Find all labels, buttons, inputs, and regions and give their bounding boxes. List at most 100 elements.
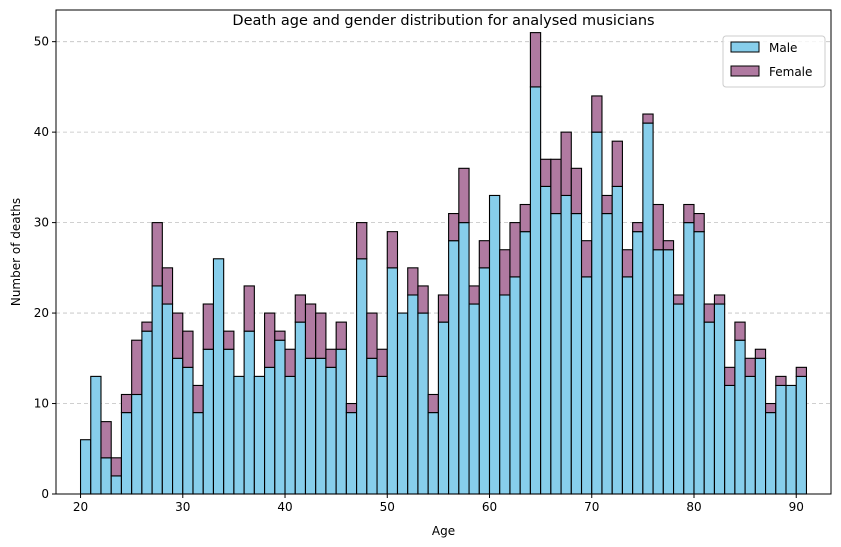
bar-male (754, 357, 767, 495)
bar-female (591, 95, 603, 133)
bar-male (304, 357, 317, 495)
bar-male (131, 393, 143, 495)
bar-male (621, 276, 634, 495)
bar-male (683, 222, 695, 495)
y-tick-label: 30 (34, 216, 49, 230)
bar-female (580, 240, 593, 278)
bar-male (274, 339, 286, 495)
bar-female (509, 222, 521, 278)
bar-male (120, 412, 133, 495)
bar-female (437, 294, 450, 323)
bar-female (734, 321, 746, 341)
bar-male (499, 294, 511, 495)
y-tick-label: 50 (34, 35, 49, 49)
bar-male (151, 285, 163, 495)
bar-male (110, 475, 122, 495)
bar-male (437, 321, 450, 495)
bar-female (540, 158, 552, 187)
bar-male (652, 249, 664, 495)
bar-female (182, 330, 194, 368)
bar-male (570, 213, 583, 495)
bar-female (366, 312, 378, 359)
bar-female (202, 303, 215, 350)
bar-male (478, 267, 491, 495)
bar-female (100, 421, 112, 459)
y-axis-title: Number of deaths (9, 198, 23, 306)
y-tick-label: 10 (34, 397, 49, 411)
bar-female (315, 312, 327, 359)
bar-male (325, 366, 337, 495)
bar-male (468, 303, 480, 495)
bar-male (509, 276, 521, 495)
bar-male (212, 258, 225, 495)
bar-female (621, 249, 634, 278)
bar-female (325, 348, 337, 368)
x-tick-label: 90 (789, 500, 804, 514)
bar-female (713, 294, 726, 305)
bar-female (161, 267, 174, 305)
bar-male (703, 321, 715, 495)
bar-male (182, 366, 194, 495)
legend-swatch-male (730, 41, 760, 53)
bar-female (693, 213, 705, 233)
bar-male (100, 457, 112, 495)
bar-female (141, 321, 153, 332)
bar-male (243, 330, 255, 495)
bar-female (468, 285, 480, 305)
bar-male (427, 412, 439, 495)
bar-female (356, 222, 368, 260)
bar-female (131, 339, 143, 396)
bar-male (591, 131, 603, 495)
bar-male (294, 321, 307, 495)
bar-female (110, 457, 122, 477)
bar-female (672, 294, 685, 305)
bar-female (294, 294, 307, 323)
bar-male (488, 194, 501, 495)
bar-female (529, 32, 542, 88)
bar-female (407, 267, 419, 296)
bar-female (683, 203, 695, 224)
bar-male (611, 185, 623, 495)
x-tick-label: 20 (73, 500, 88, 514)
bar-female (611, 140, 623, 187)
bar-male (672, 303, 685, 495)
bar-female (427, 393, 439, 414)
bar-male (785, 384, 797, 495)
bar-female (724, 366, 736, 386)
bar-male (202, 348, 215, 495)
bar-male (79, 439, 92, 495)
bar-male (90, 375, 102, 495)
bar-male (458, 222, 470, 495)
x-axis: 20 30 40 50 60 70 80 90 (73, 494, 804, 514)
bar-female (274, 330, 286, 341)
legend-label-female: Female (769, 65, 812, 79)
bar-female (754, 348, 767, 359)
bar-male (407, 294, 419, 495)
bar-male (795, 375, 808, 495)
bar-female (775, 375, 787, 386)
x-axis-title: Age (432, 524, 455, 538)
bar-female (570, 167, 583, 215)
bar-male (560, 194, 572, 495)
bar-female (192, 384, 204, 414)
legend-swatch-female (730, 65, 760, 77)
chart-title: Death age and gender distribution for an… (232, 13, 654, 29)
bar-male (192, 412, 204, 495)
bar-male (540, 185, 552, 495)
bar-female (448, 213, 460, 242)
bar-female (632, 222, 644, 233)
bar-male (233, 375, 245, 495)
bar-male (345, 412, 358, 495)
bar-female (284, 348, 296, 377)
bar-male (366, 357, 378, 495)
bar-female (560, 131, 572, 197)
bar-male (765, 412, 777, 495)
y-tick-label: 40 (34, 125, 49, 139)
bar-female (519, 203, 531, 233)
bar-male (734, 339, 746, 495)
bar-male (172, 357, 184, 495)
bar-female (652, 203, 664, 251)
bar-male (601, 213, 613, 495)
bar-female (335, 321, 347, 350)
y-axis: 0 10 20 30 40 50 (34, 35, 56, 501)
